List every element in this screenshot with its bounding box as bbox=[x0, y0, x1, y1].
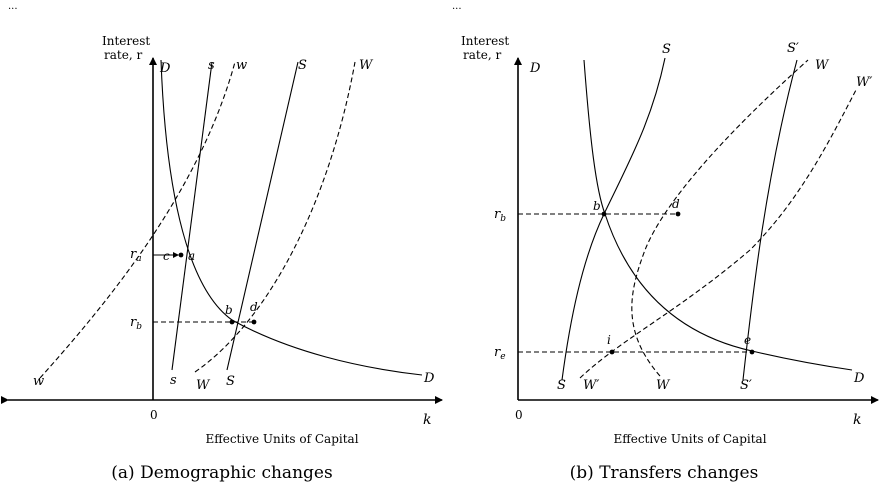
label-S-bottom-b: S bbox=[557, 378, 566, 393]
origin-a: 0 bbox=[150, 408, 158, 422]
label-Wp-top-b: W′ bbox=[856, 75, 872, 90]
y-axis-label-b-line2: rate, r bbox=[463, 48, 501, 62]
point-a bbox=[178, 252, 184, 258]
y-axis-label-a-line1: Interest bbox=[102, 34, 150, 48]
tick-r-b: rb bbox=[130, 315, 142, 332]
tick-r-a: ra bbox=[130, 247, 142, 264]
label-a-a: a bbox=[188, 249, 195, 263]
label-w-top-a: w bbox=[236, 58, 247, 73]
tick-re-b: re bbox=[494, 345, 506, 362]
header-mark-right: ... bbox=[452, 1, 462, 12]
panel-a: Interest rate, r 0 k Effective Units of … bbox=[1, 34, 443, 483]
label-b-a: b bbox=[225, 303, 233, 317]
label-b-b: b bbox=[593, 199, 601, 213]
y-axis-label-a-line2: rate, r bbox=[104, 48, 142, 62]
label-S-bottom-a: S bbox=[226, 374, 235, 389]
label-D-bottom-a: D bbox=[423, 371, 435, 386]
point-d-b bbox=[675, 211, 681, 217]
panel-b: Interest rate, r 0 k Effective Units of … bbox=[461, 34, 879, 483]
origin-b: 0 bbox=[515, 408, 523, 422]
label-d-a: d bbox=[250, 300, 258, 314]
label-D-bottom-b: D bbox=[853, 371, 865, 386]
label-D-top-a: D bbox=[159, 61, 171, 76]
s-curve-a bbox=[171, 61, 213, 371]
point-b-b bbox=[601, 211, 607, 217]
label-d-b: d bbox=[672, 197, 680, 211]
label-e-b: e bbox=[744, 333, 751, 347]
tick-rb-b: rb bbox=[494, 207, 506, 224]
point-e-b bbox=[749, 349, 755, 355]
label-Wp-bottom-b: W′ bbox=[583, 378, 599, 393]
x-axis-end-b: k bbox=[853, 412, 861, 428]
label-Sp-bottom-b: S′ bbox=[740, 378, 752, 393]
y-axis-label-b-line1: Interest bbox=[461, 34, 509, 48]
label-W-top-b: W bbox=[815, 58, 830, 73]
w-curve-a bbox=[39, 61, 236, 379]
point-d bbox=[251, 319, 257, 325]
x-axis-end-a: k bbox=[423, 412, 431, 428]
demand-curve-a bbox=[160, 59, 423, 376]
label-W-top-a: W bbox=[359, 58, 374, 73]
S-curve-a bbox=[226, 61, 299, 371]
label-s-top-a: s bbox=[208, 58, 215, 73]
label-S-top-b: S bbox=[662, 42, 671, 57]
W-curve-a bbox=[194, 61, 356, 373]
caption-b: (b) Transfers changes bbox=[570, 463, 759, 483]
label-D-top-b: D bbox=[529, 61, 541, 76]
label-i-b: i bbox=[607, 333, 611, 347]
demand-curve-b bbox=[583, 59, 853, 371]
label-W-bottom-a: W bbox=[196, 378, 211, 393]
x-axis-label-b: Effective Units of Capital bbox=[613, 432, 766, 446]
label-W-bottom-b: W bbox=[656, 378, 671, 393]
label-Sp-top-b: S′ bbox=[787, 41, 799, 56]
point-i-b bbox=[609, 349, 615, 355]
S-curve-b bbox=[561, 57, 666, 381]
Sp-curve-b bbox=[742, 59, 798, 381]
header-mark-left: ... bbox=[8, 1, 18, 12]
label-S-top-a: S bbox=[298, 58, 307, 73]
label-c-a: c bbox=[163, 249, 170, 263]
Wp-curve-b bbox=[579, 87, 858, 379]
label-w-bottom-a: w bbox=[33, 374, 44, 389]
x-axis-label-a: Effective Units of Capital bbox=[205, 432, 358, 446]
point-b bbox=[229, 319, 235, 325]
caption-a: (a) Demographic changes bbox=[111, 463, 332, 483]
W-curve-b bbox=[631, 59, 809, 377]
label-s-bottom-a: s bbox=[170, 373, 177, 388]
